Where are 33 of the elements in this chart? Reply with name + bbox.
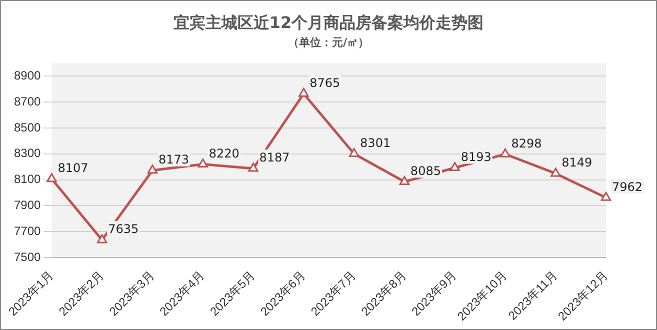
data-label: 8187: [259, 150, 290, 165]
point: [500, 148, 510, 158]
y-tick-label: 8300: [14, 146, 42, 160]
y-tick-label: 8500: [14, 120, 42, 134]
chart-title: 宜宾主城区近12个月商品房备案均价走势图: [172, 13, 485, 34]
data-label: 8085: [410, 164, 441, 178]
point: [600, 192, 612, 201]
chart-subtitle: （单位：元/㎡）: [286, 35, 370, 50]
data-label: 8173: [158, 152, 190, 166]
y-tick-label: 7500: [14, 250, 42, 264]
point: [399, 176, 410, 185]
data-label: 8220: [208, 146, 240, 160]
point: [147, 164, 158, 174]
data-label: 7962: [612, 180, 643, 194]
point: [97, 234, 108, 244]
y-tick-label: 8900: [14, 68, 42, 82]
y-tick-label: 8100: [14, 172, 42, 186]
data-label: 8149: [562, 156, 592, 170]
y-tick-label: 7700: [14, 224, 42, 238]
point: [198, 158, 208, 168]
y-tick-label: 8700: [14, 94, 42, 108]
data-label: 8298: [511, 136, 542, 150]
point: [248, 162, 258, 172]
point: [550, 168, 561, 177]
data-label: 8107: [58, 161, 88, 176]
data-label: 8193: [460, 150, 492, 164]
data-label: 8765: [310, 76, 340, 90]
data-label: 7635: [108, 222, 139, 236]
point: [348, 148, 360, 158]
point: [450, 162, 460, 171]
y-tick-label: 7900: [14, 198, 42, 212]
data-label: 8301: [360, 136, 391, 150]
point: [298, 88, 309, 97]
